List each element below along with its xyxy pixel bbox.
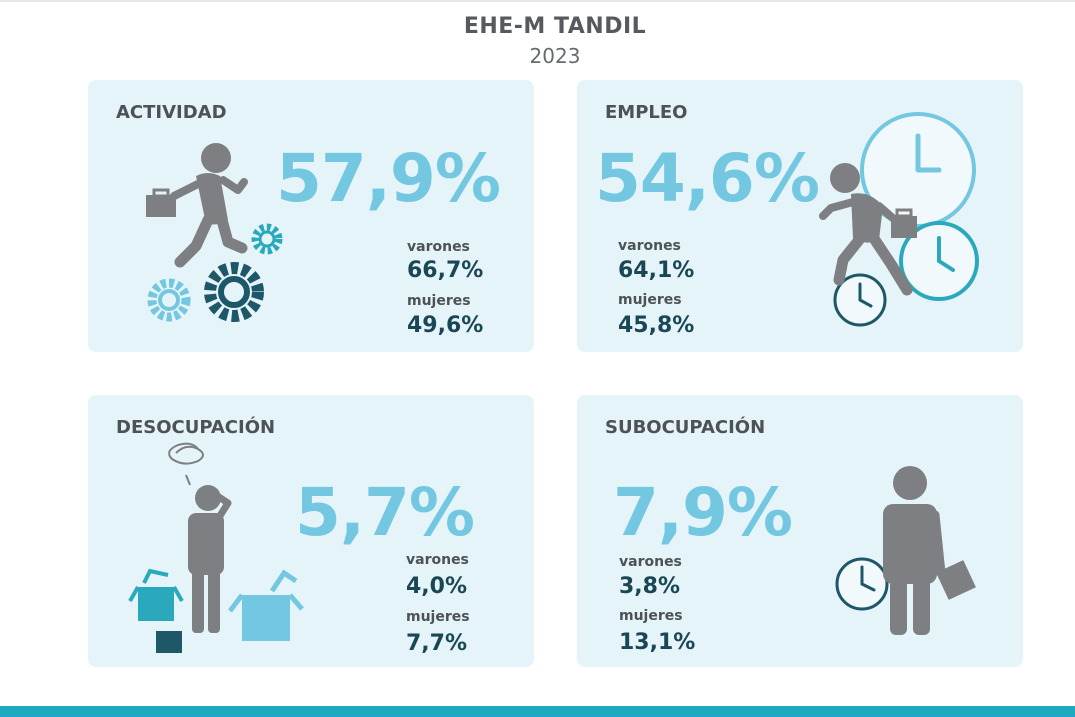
total-percent: 54,6%	[595, 140, 820, 217]
varones-value: 64,1%	[618, 258, 695, 283]
mujeres-label: mujeres	[406, 609, 470, 625]
varones-label: varones	[407, 239, 470, 255]
varones-value: 66,7%	[407, 258, 484, 283]
mujeres-value: 45,8%	[618, 313, 695, 338]
card-subocupacion: SUBOCUPACIÓN 7,9% varones 3,8% mujeres 1…	[577, 395, 1023, 667]
clocks-icon	[833, 112, 979, 327]
top-divider	[0, 0, 1075, 2]
empleo-illustration	[819, 112, 979, 327]
total-percent: 5,7%	[295, 474, 475, 551]
card-title: EMPLEO	[605, 102, 688, 123]
card-title: DESOCUPACIÓN	[116, 417, 276, 438]
card-actividad: ACTIVIDAD 57,9% varones 66,7% mujeres 49…	[88, 80, 534, 352]
varones-label: varones	[406, 552, 469, 568]
mujeres-value: 49,6%	[407, 313, 484, 338]
mujeres-label: mujeres	[619, 608, 683, 624]
page-year: 2023	[529, 44, 581, 68]
mujeres-label: mujeres	[618, 292, 682, 308]
subocupacion-illustration	[835, 466, 976, 635]
varones-value: 4,0%	[406, 574, 468, 599]
mujeres-value: 13,1%	[619, 630, 696, 655]
boxes-icon	[128, 568, 304, 653]
worried-person-icon	[168, 442, 232, 633]
card-title: SUBOCUPACIÓN	[605, 417, 766, 438]
running-businessman-icon	[819, 163, 917, 296]
walking-businessman-icon	[146, 143, 248, 268]
bottom-accent-bar	[0, 706, 1075, 717]
actividad-illustration	[146, 143, 283, 322]
page-title: EHE-M TANDIL	[463, 14, 647, 39]
varones-value: 3,8%	[619, 574, 681, 599]
varones-label: varones	[618, 238, 681, 254]
clock-icon	[835, 557, 889, 611]
mujeres-label: mujeres	[407, 293, 471, 309]
card-desocupacion: DESOCUPACIÓN 5,7% varones 4,0% mujeres 7…	[88, 395, 534, 667]
card-title: ACTIVIDAD	[116, 102, 227, 123]
gears-icon	[147, 223, 283, 322]
total-percent: 7,9%	[613, 474, 793, 551]
desocupacion-illustration	[128, 442, 304, 653]
card-empleo: EMPLEO 54,6% varones 64,1% mujeres 45,8%	[577, 80, 1023, 352]
total-percent: 57,9%	[276, 140, 501, 217]
standing-businessman-icon	[883, 466, 976, 635]
mujeres-value: 7,7%	[406, 631, 468, 656]
varones-label: varones	[619, 554, 682, 570]
